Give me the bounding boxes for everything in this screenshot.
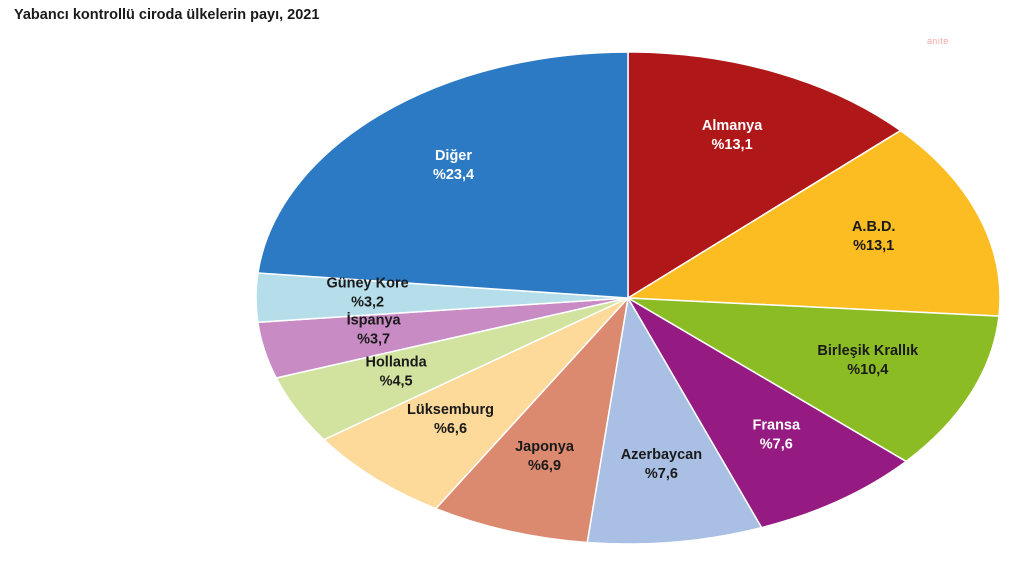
- slice-label-a-b-d: A.B.D. %13,1: [852, 219, 896, 254]
- slice-value: %4,5: [380, 373, 413, 389]
- slice-category: Fransa: [753, 418, 801, 434]
- slice-label-guney-kore: Güney Kore %3,2: [327, 276, 409, 311]
- slice-value: %13,1: [712, 137, 753, 153]
- slice-category: Diğer: [435, 148, 472, 164]
- slice-label-azerbaycan: Azerbaycan %7,6: [621, 447, 702, 482]
- slice-value: %3,7: [357, 332, 390, 348]
- slice-label-japonya: Japonya %6,9: [515, 439, 575, 474]
- slice-category: İspanya: [347, 312, 402, 329]
- pie-slice-fransa: [625, 295, 908, 529]
- slice-value: %7,6: [760, 437, 793, 453]
- slice-label-ispanya: İspanya %3,7: [347, 312, 402, 348]
- slice-label-almanya: Almanya %13,1: [702, 118, 763, 153]
- slice-label-birlesik-krallik: Birleşik Krallık %10,4: [817, 343, 919, 378]
- slice-value: %13,1: [853, 238, 894, 254]
- slice-category: Güney Kore: [327, 276, 409, 292]
- pie-slice-azerbaycan: [586, 295, 763, 545]
- pie-slice-japonya: [434, 295, 630, 544]
- slice-category: Japonya: [515, 439, 575, 455]
- slice-label-hollanda: Hollanda %4,5: [365, 354, 427, 389]
- slice-value: %6,6: [434, 421, 467, 437]
- slice-category: Lüksemburg: [407, 402, 494, 418]
- slice-category: Birleşik Krallık: [817, 343, 919, 359]
- pie-slice-diger: [257, 51, 629, 299]
- slice-category: Hollanda: [365, 354, 427, 370]
- slice-label-luksemburg: Lüksemburg %6,6: [407, 402, 494, 437]
- chart-title: Yabancı kontrollü ciroda ülkelerin payı,…: [14, 7, 320, 23]
- slice-label-diger: Diğer %23,4: [433, 148, 474, 183]
- slice-value: %3,2: [351, 295, 384, 311]
- slice-value: %6,9: [528, 458, 561, 474]
- pie-slice-birlesik-krallik: [627, 297, 1000, 463]
- pie-slice-a-b-d: [625, 129, 1001, 317]
- pie-slice-almanya: [627, 51, 902, 300]
- watermark-logo: anıte: [927, 36, 949, 46]
- slice-value: %23,4: [433, 167, 474, 183]
- slice-category: A.B.D.: [852, 219, 896, 235]
- slice-value: %10,4: [847, 362, 888, 378]
- slice-category: Almanya: [702, 118, 763, 134]
- slice-label-fransa: Fransa %7,6: [753, 418, 801, 453]
- pie-slice-luksemburg: [322, 297, 629, 510]
- slice-value: %7,6: [645, 466, 678, 482]
- slice-category: Azerbaycan: [621, 447, 702, 463]
